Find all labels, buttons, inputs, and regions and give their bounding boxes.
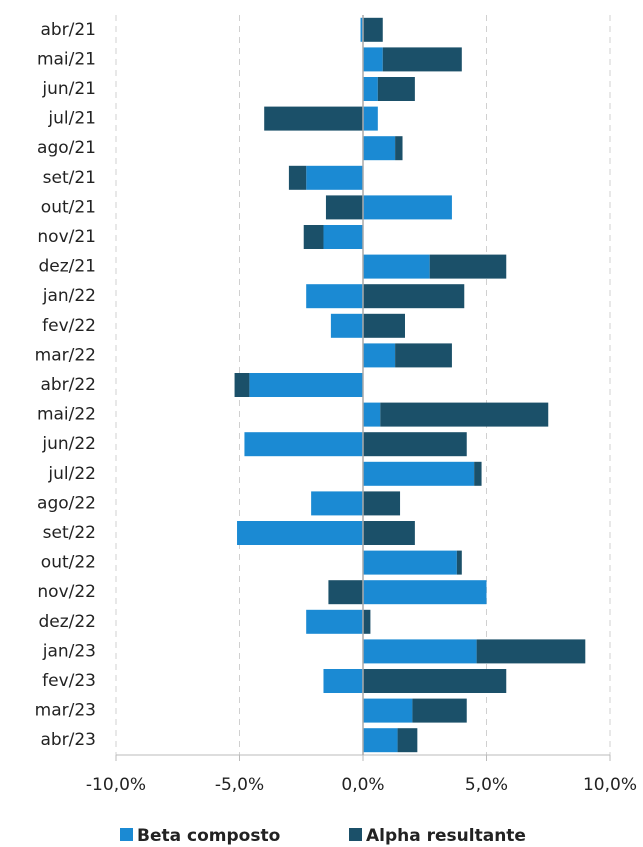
bar — [395, 136, 403, 161]
y-tick-label: jul/22 — [47, 464, 96, 484]
bar — [429, 254, 507, 279]
bar — [244, 432, 363, 457]
bar — [397, 728, 418, 753]
bar — [363, 580, 487, 605]
bar — [330, 313, 363, 338]
bar — [363, 432, 467, 457]
bar — [363, 491, 401, 516]
bar — [288, 165, 307, 190]
y-tick-label: out/22 — [41, 553, 96, 573]
x-tick-label: -5,0% — [215, 775, 264, 795]
bar — [363, 136, 396, 161]
legend-swatch — [349, 828, 362, 841]
bar — [363, 254, 430, 279]
y-tick-label: jan/23 — [42, 641, 96, 661]
bar — [363, 284, 465, 309]
bar — [363, 343, 396, 368]
bar — [363, 195, 452, 220]
bar — [306, 609, 363, 634]
bar — [380, 402, 549, 427]
bar — [363, 461, 475, 486]
bar — [323, 225, 363, 249]
bar — [264, 106, 363, 131]
bar — [363, 521, 415, 545]
bar — [311, 491, 363, 516]
bar — [325, 195, 363, 220]
bar — [363, 669, 507, 693]
y-tick-label: nov/22 — [37, 582, 96, 602]
bar — [249, 373, 363, 397]
y-tick-label: jun/22 — [41, 434, 96, 454]
y-tick-label: fev/22 — [42, 316, 96, 336]
bar — [363, 609, 371, 634]
legend-swatch — [120, 828, 133, 841]
y-tick-label: abr/22 — [40, 375, 96, 395]
bar — [382, 47, 462, 72]
bar — [234, 373, 250, 397]
bar — [363, 77, 378, 101]
bar — [363, 47, 383, 72]
y-tick-label: set/21 — [43, 168, 96, 188]
bar — [323, 669, 363, 693]
bar — [377, 77, 415, 101]
legend-label: Alpha resultante — [366, 826, 526, 846]
y-tick-label: abr/23 — [40, 730, 96, 750]
x-tick-label: 10,0% — [583, 775, 637, 795]
y-tick-label: jun/21 — [41, 79, 96, 99]
bar — [303, 225, 324, 249]
y-tick-label: jul/21 — [47, 109, 96, 129]
y-tick-label: set/22 — [43, 523, 96, 543]
y-tick-label: dez/21 — [38, 257, 96, 277]
y-tick-label: jan/22 — [42, 286, 96, 306]
y-tick-label: ago/21 — [37, 138, 96, 158]
y-tick-label: fev/23 — [42, 671, 96, 691]
bar — [412, 698, 467, 723]
y-tick-label: out/21 — [41, 197, 96, 217]
y-tick-label: nov/21 — [37, 227, 96, 247]
y-tick-label: dez/22 — [38, 612, 96, 632]
bar — [328, 580, 363, 605]
bar — [363, 313, 405, 338]
bar — [363, 17, 383, 42]
bar — [363, 728, 398, 753]
bar — [237, 521, 363, 545]
y-tick-label: mar/22 — [35, 345, 96, 365]
bar — [306, 284, 363, 309]
bar — [306, 165, 363, 190]
y-tick-label: abr/21 — [40, 20, 96, 40]
y-tick-label: mar/23 — [35, 701, 96, 721]
bar — [456, 550, 462, 575]
bar — [474, 461, 482, 486]
bar — [363, 639, 477, 664]
bar — [363, 550, 457, 575]
bar — [363, 106, 378, 131]
y-tick-label: ago/22 — [37, 493, 96, 513]
bar — [360, 17, 363, 42]
x-tick-label: 0,0% — [341, 775, 384, 795]
y-tick-label: mai/21 — [37, 49, 96, 69]
x-tick-label: -10,0% — [86, 775, 146, 795]
legend-label: Beta composto — [137, 826, 280, 846]
bar — [395, 343, 452, 368]
x-tick-label: 5,0% — [465, 775, 508, 795]
bar — [476, 639, 586, 664]
bar — [363, 698, 413, 723]
bar — [363, 402, 381, 427]
y-tick-label: mai/22 — [37, 405, 96, 425]
